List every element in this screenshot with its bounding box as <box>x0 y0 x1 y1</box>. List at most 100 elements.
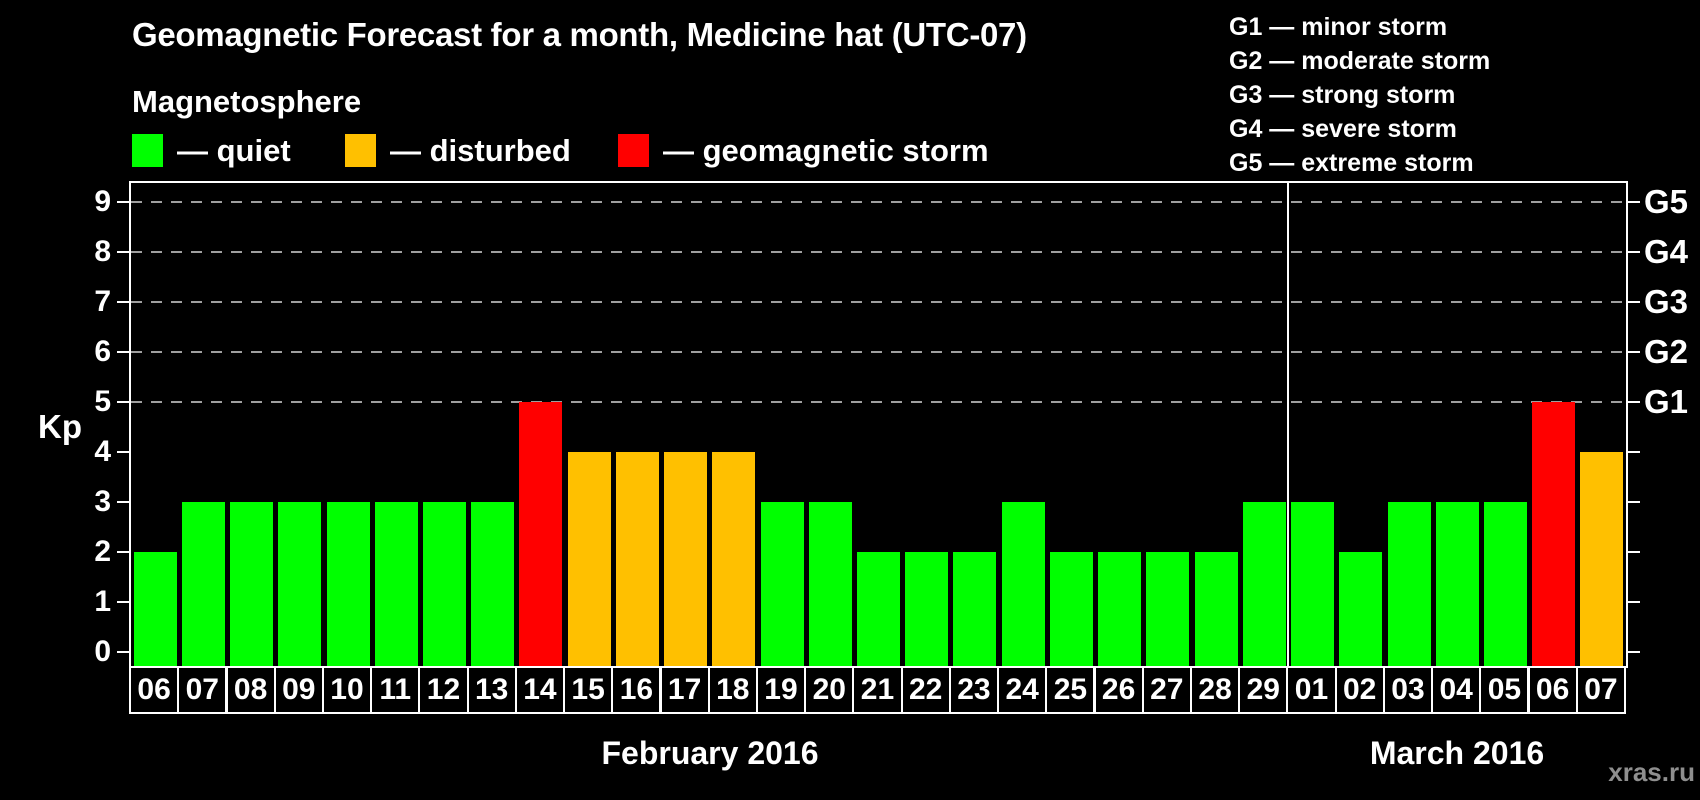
kp-bar <box>278 502 322 666</box>
kp-tick-label: 1 <box>94 585 111 618</box>
g-axis-tick <box>1628 651 1640 653</box>
day-label: 16 <box>611 666 662 714</box>
kp-tick-label: 4 <box>94 435 111 468</box>
chart-title: Geomagnetic Forecast for a month, Medici… <box>132 16 1027 53</box>
day-label: 05 <box>1479 666 1530 714</box>
g-axis-tick <box>1628 501 1640 503</box>
kp-bar <box>712 452 756 666</box>
g-scale-label: G4 <box>1644 233 1689 270</box>
day-label: 28 <box>1190 666 1241 714</box>
day-label: 07 <box>1575 666 1626 714</box>
g-scale-label: G2 <box>1644 333 1689 370</box>
kp-bar <box>1387 502 1431 666</box>
kp-axis-tick <box>117 301 129 303</box>
kp-axis-tick <box>117 351 129 353</box>
kp-bar <box>1483 502 1527 666</box>
kp-bar <box>1001 502 1045 666</box>
kp-bar <box>326 502 370 666</box>
kp-bar <box>1146 552 1190 666</box>
kp-tick-label: 7 <box>94 285 111 318</box>
kp-bar <box>1339 552 1383 666</box>
day-label: 29 <box>1238 666 1289 714</box>
day-label: 10 <box>321 666 373 714</box>
day-label: 15 <box>563 666 614 714</box>
kp-axis-tick <box>117 651 129 653</box>
kp-bar <box>1049 552 1093 666</box>
gridline-kp9 <box>131 201 1626 203</box>
kp-bar <box>1435 502 1479 666</box>
kp-bar <box>471 502 515 666</box>
kp-tick-label: 2 <box>94 535 111 568</box>
gridline-kp8 <box>131 251 1626 253</box>
kp-bar <box>133 552 177 666</box>
gridline-kp5 <box>131 401 1626 403</box>
day-label: 24 <box>997 666 1048 714</box>
g-axis-tick <box>1628 551 1640 553</box>
g-axis-tick <box>1628 301 1640 303</box>
kp-bar <box>664 452 708 666</box>
storm-scale-item-g1: G1 — minor storm <box>1229 13 1448 41</box>
storm-scale-legend: G1 — minor storm G2 — moderate storm G3 — … <box>1229 10 1490 180</box>
g-axis-tick <box>1628 451 1640 453</box>
watermark: xras.ru <box>1608 757 1695 787</box>
kp-tick-label: 5 <box>94 385 111 418</box>
month-label: February 2016 <box>601 735 819 771</box>
kp-bar <box>230 502 274 666</box>
kp-bar <box>1098 552 1142 666</box>
magnetosphere-legend-heading: Magnetosphere <box>132 84 362 119</box>
kp-bar <box>1242 502 1286 666</box>
kp-axis-tick <box>117 501 129 503</box>
kp-bar <box>519 402 563 666</box>
legend-swatch-storm <box>618 134 649 167</box>
kp-axis-tick <box>117 251 129 253</box>
storm-scale-item-g5: G5 — extreme storm <box>1229 149 1474 177</box>
legend-item-disturbed: — disturbed <box>345 134 571 167</box>
g-scale-label: G1 <box>1644 383 1689 420</box>
g-scale-label: G3 <box>1644 283 1689 320</box>
legend-swatch-quiet <box>132 134 163 167</box>
kp-bar <box>1291 502 1334 666</box>
month-separator-line <box>1287 183 1290 666</box>
day-label: 07 <box>177 666 228 714</box>
day-label: 06 <box>129 666 180 714</box>
gridline-kp6 <box>131 351 1626 353</box>
kp-axis-tick <box>117 451 129 453</box>
g-axis-tick <box>1628 401 1640 403</box>
kp-bar <box>374 502 418 666</box>
legend-label-disturbed: — disturbed <box>390 133 571 168</box>
legend-label-quiet: — quiet <box>177 133 291 168</box>
gridline-kp7 <box>131 301 1626 303</box>
kp-bar <box>1580 452 1624 666</box>
day-label: 22 <box>900 666 951 714</box>
kp-bar <box>1194 552 1238 666</box>
g-scale-label: G5 <box>1644 183 1689 220</box>
day-label: 12 <box>418 666 469 714</box>
day-label: 06 <box>1527 666 1578 714</box>
kp-bar <box>857 552 900 666</box>
legend-label-storm: — geomagnetic storm <box>663 133 989 168</box>
day-label: 27 <box>1141 666 1192 714</box>
g-axis-tick <box>1628 601 1640 603</box>
g-axis-tick <box>1628 201 1640 203</box>
day-label: 08 <box>225 666 276 714</box>
day-label: 21 <box>852 666 903 714</box>
day-label: 11 <box>370 666 421 714</box>
kp-tick-label: 0 <box>94 635 111 668</box>
legend-item-quiet: — quiet <box>132 134 291 167</box>
kp-bar <box>423 502 466 666</box>
kp-tick-label: 8 <box>94 235 111 268</box>
kp-bar <box>1532 402 1576 666</box>
day-label: 03 <box>1382 666 1434 714</box>
legend-item-storm: — geomagnetic storm <box>618 134 989 167</box>
kp-bar <box>567 452 611 666</box>
kp-bar <box>760 502 804 666</box>
kp-bar <box>615 452 659 666</box>
storm-scale-item-g3: G3 — strong storm <box>1229 81 1456 109</box>
g-axis-tick <box>1628 251 1640 253</box>
day-label: 18 <box>707 666 758 714</box>
legend-swatch-disturbed <box>345 134 376 167</box>
day-label: 25 <box>1045 666 1096 714</box>
kp-tick-label: 6 <box>94 335 111 368</box>
kp-tick-label: 9 <box>94 185 111 218</box>
